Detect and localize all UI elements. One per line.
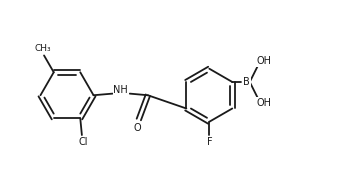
Text: OH: OH bbox=[256, 98, 271, 108]
Text: OH: OH bbox=[256, 56, 271, 66]
Text: B: B bbox=[243, 77, 250, 87]
Text: Cl: Cl bbox=[79, 137, 88, 147]
Text: O: O bbox=[133, 123, 141, 133]
Text: CH₃: CH₃ bbox=[34, 44, 51, 53]
Text: F: F bbox=[207, 137, 212, 147]
Text: NH: NH bbox=[113, 85, 128, 95]
